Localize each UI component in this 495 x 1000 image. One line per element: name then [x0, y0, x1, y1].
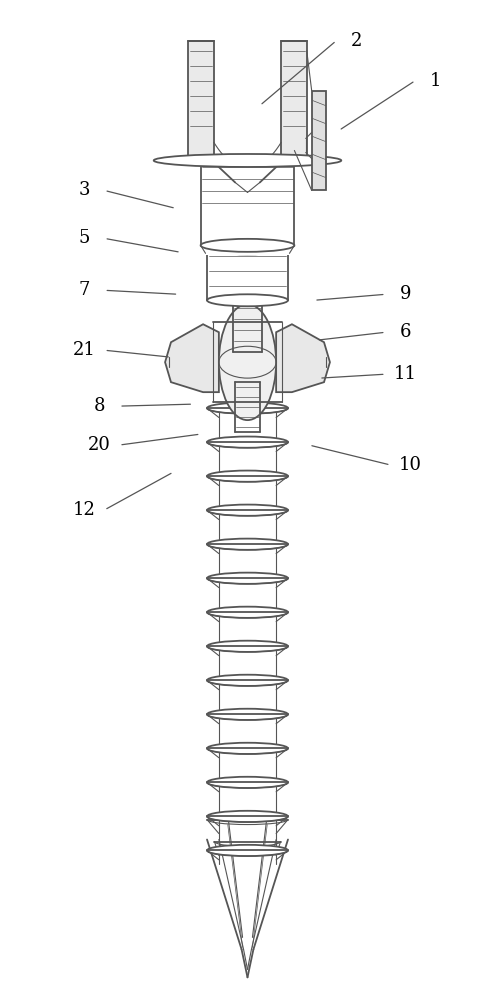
Ellipse shape: [207, 777, 288, 788]
Text: 7: 7: [79, 281, 90, 299]
Ellipse shape: [219, 304, 276, 420]
Ellipse shape: [207, 743, 288, 754]
Ellipse shape: [208, 317, 287, 407]
Ellipse shape: [207, 403, 288, 414]
Polygon shape: [276, 324, 330, 392]
Ellipse shape: [207, 675, 288, 686]
Ellipse shape: [207, 471, 288, 482]
Ellipse shape: [207, 709, 288, 720]
Bar: [201, 398, 294, 894]
Text: 11: 11: [394, 365, 417, 383]
Text: 9: 9: [399, 285, 411, 303]
Bar: [188, 31, 307, 255]
Text: 2: 2: [350, 32, 362, 50]
Ellipse shape: [207, 242, 288, 254]
Ellipse shape: [207, 845, 288, 856]
Text: 20: 20: [88, 436, 111, 454]
Ellipse shape: [200, 239, 295, 252]
Ellipse shape: [207, 811, 288, 822]
Ellipse shape: [154, 154, 341, 167]
Ellipse shape: [207, 294, 288, 306]
Polygon shape: [312, 91, 327, 190]
Ellipse shape: [207, 641, 288, 652]
Ellipse shape: [207, 539, 288, 550]
Bar: [207, 248, 288, 300]
Ellipse shape: [207, 607, 288, 618]
Text: 21: 21: [73, 341, 96, 359]
Ellipse shape: [207, 505, 288, 516]
Ellipse shape: [207, 437, 288, 448]
Text: 5: 5: [79, 229, 90, 247]
Text: 1: 1: [429, 72, 441, 90]
Ellipse shape: [207, 573, 288, 584]
Polygon shape: [281, 41, 307, 162]
Polygon shape: [165, 324, 219, 392]
Text: 10: 10: [399, 456, 422, 474]
Text: 6: 6: [399, 323, 411, 341]
Text: 8: 8: [94, 397, 105, 415]
Polygon shape: [188, 41, 214, 162]
Text: 3: 3: [79, 181, 91, 199]
Text: 12: 12: [73, 501, 96, 519]
